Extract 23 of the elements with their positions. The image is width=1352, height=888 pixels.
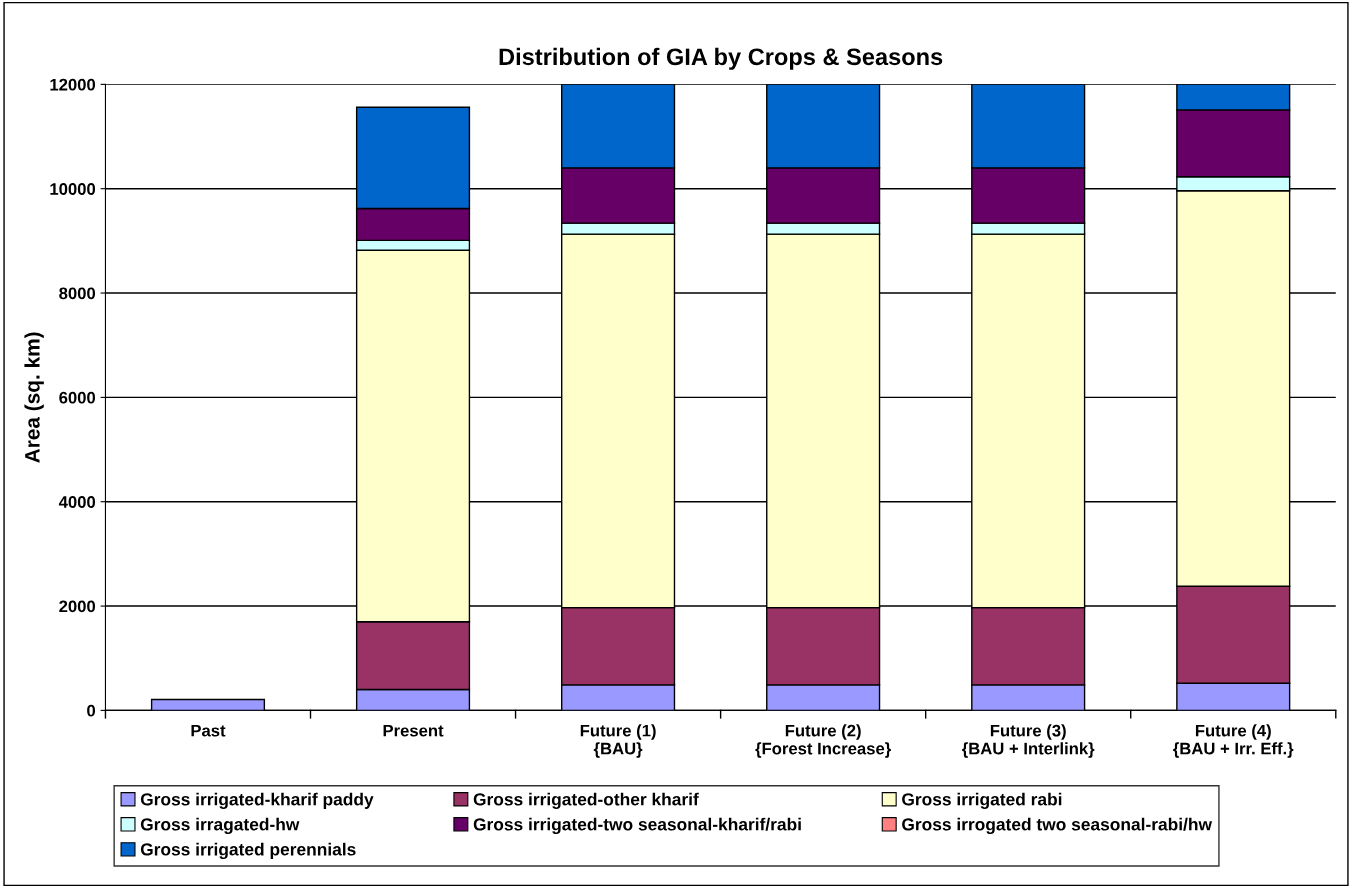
legend-label: Gross irragated-hw <box>140 817 300 835</box>
y-tick-label: 12000 <box>50 78 96 91</box>
y-tick-label: 4000 <box>58 496 96 508</box>
legend-label: Gross irrigated-kharif paddy <box>140 792 374 809</box>
legend-label: Gross irrogated two seasonal-rabi/hw <box>902 817 1213 835</box>
y-axis-title: Area (sq. km) <box>24 332 44 463</box>
legend-label: Gross irrigated rabi <box>902 792 1062 809</box>
y-tick-label: 0 <box>87 704 96 717</box>
legend-label: Gross irrigated perennials <box>140 842 356 860</box>
x-tick-label: Future (2) {Forest Increase} <box>755 724 891 758</box>
y-tick-label: 10000 <box>50 183 96 195</box>
chart-title: Distribution of GIA by Crops & Seasons <box>499 47 943 70</box>
y-tick-label: 8000 <box>59 287 96 300</box>
legend-label: Gross irrigated-other kharif <box>473 792 699 809</box>
x-tick-label: Future (3) {BAU + Interlink} <box>962 724 1095 758</box>
x-tick-label: Present <box>383 724 444 737</box>
x-tick-label: Future (4) {BAU + Irr. Eff.} <box>1173 724 1294 758</box>
bar <box>150 698 266 711</box>
x-tick-label: Future (1) {BAU} <box>580 724 656 758</box>
y-tick-label: 2000 <box>59 600 96 613</box>
x-tick-label: Past <box>191 724 226 737</box>
y-tick-label: 6000 <box>59 391 96 404</box>
legend-label: Gross irrigated-two seasonal-kharif/rabi <box>473 817 801 835</box>
